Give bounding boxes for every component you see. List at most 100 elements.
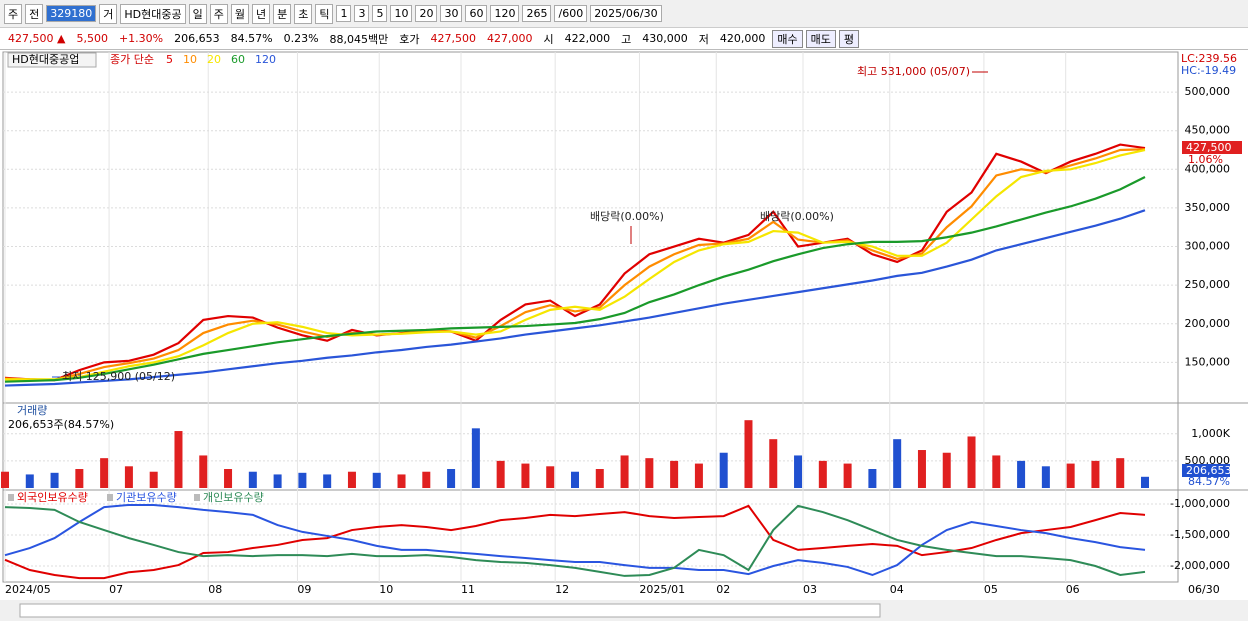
series-line — [4, 503, 1146, 577]
toolbar-item[interactable]: 20 — [415, 5, 438, 22]
panel-title: 거래량 — [17, 404, 47, 417]
volume-bar — [323, 474, 332, 488]
legend-entry: 5 — [166, 53, 173, 66]
toolbar-item[interactable]: /600 — [554, 5, 588, 22]
volume-bar — [149, 471, 158, 488]
toolbar-item[interactable]: 60 — [465, 5, 488, 22]
toolbar-item[interactable]: 329180 — [46, 5, 97, 22]
toolbar-item[interactable]: 주 — [4, 3, 23, 24]
volume-bar — [521, 463, 530, 488]
series-line — [4, 148, 1146, 381]
toolbar-item[interactable]: 427,000 — [487, 32, 533, 45]
toolbar-item[interactable]: 매수 — [772, 29, 803, 48]
volume-bar — [893, 439, 902, 488]
volume-bar — [843, 463, 852, 488]
last-change: 1.06% — [1188, 153, 1223, 166]
toolbar-item[interactable]: 0.23% — [283, 32, 319, 45]
last-value: 427,500 — [1186, 141, 1232, 154]
y-tick-label: 400,000 — [1185, 162, 1231, 175]
volume-bar — [273, 474, 282, 488]
toolbar-item[interactable]: 265 — [522, 5, 552, 22]
toolbar-item[interactable]: 주 — [209, 3, 228, 24]
legend-swatch — [194, 494, 200, 501]
toolbar-item[interactable]: 시 — [543, 32, 554, 46]
toolbar-item[interactable]: 저 — [698, 32, 709, 46]
volume-bar — [1, 471, 9, 488]
toolbar-item[interactable]: 일 — [188, 3, 207, 24]
volume-bar — [50, 472, 59, 488]
volume-bar — [1141, 476, 1149, 488]
volume-bar — [942, 452, 951, 488]
last-value: 206,653 — [1186, 464, 1232, 477]
toolbar-item[interactable]: 평 — [838, 29, 860, 48]
volume-bar — [471, 428, 480, 488]
x-tick-label: 09 — [297, 583, 311, 596]
toolbar-item[interactable]: 월 — [230, 3, 249, 24]
volume-bar — [1017, 460, 1026, 488]
scroll-thumb[interactable] — [19, 603, 881, 618]
legend-entry: 20 — [207, 53, 221, 66]
toolbar-item[interactable]: 5 — [372, 5, 388, 22]
legend-entry: 10 — [183, 53, 197, 66]
x-tick-label: 12 — [555, 583, 569, 596]
toolbar-item[interactable]: 5,500 — [76, 32, 108, 45]
toolbar-item[interactable]: 120 — [490, 5, 520, 22]
volume-bar — [397, 474, 406, 488]
y-tick-label: 450,000 — [1185, 124, 1231, 137]
volume-bar — [1066, 463, 1075, 488]
annotation: 배당락(0.00%) — [590, 210, 664, 223]
annotation: 최저 125,900 (05/12) — [62, 370, 175, 383]
toolbar-item[interactable]: 1 — [336, 5, 352, 22]
toolbar-item[interactable]: 거 — [99, 3, 118, 24]
toolbar-item[interactable]: 422,000 — [564, 32, 611, 45]
toolbar-item[interactable]: 초 — [294, 3, 313, 24]
toolbar-item[interactable]: 고 — [621, 32, 632, 46]
volume-bar — [124, 466, 133, 488]
toolbar-item[interactable]: 분 — [273, 3, 292, 24]
toolbar-item[interactable]: 206,653 — [174, 32, 220, 45]
legend-title: 종가 단순 — [110, 53, 154, 66]
toolbar-item[interactable]: 2025/06/30 — [590, 5, 662, 22]
toolbar-item[interactable]: 420,000 — [719, 32, 766, 45]
chart: 2024/05 07 08 09 10 11 12 2025/01 02 03 04 05 06 06/3… — [0, 51, 1248, 621]
y-tick-label: 150,000 — [1185, 355, 1231, 368]
toolbar-item[interactable]: 430,000 — [642, 32, 688, 45]
toolbar-item[interactable]: 30 — [440, 5, 463, 22]
toolbar-item[interactable]: 매도 — [805, 29, 836, 48]
y-tick-label: 200,000 — [1185, 317, 1231, 330]
toolbar-item[interactable]: HD현대중공 — [120, 3, 186, 24]
volume-bar — [595, 469, 604, 488]
volume-bar — [645, 458, 654, 488]
volume-bar — [719, 452, 728, 488]
toolbar-item[interactable]: 427,500 ▲ — [8, 32, 66, 45]
toolbar-item[interactable]: 88,045백만 — [329, 32, 389, 46]
toolbar-item[interactable]: 427,500 — [430, 32, 477, 45]
y-tick-label: -1,500,000 — [1170, 528, 1230, 541]
volume-bar — [917, 450, 926, 488]
series-line — [4, 176, 1146, 383]
volume-bar — [372, 472, 381, 488]
series-line — [4, 504, 1146, 577]
toolbar-item[interactable]: 전 — [25, 3, 44, 24]
volume-bar — [744, 420, 753, 488]
toolbar-item[interactable]: 틱 — [315, 3, 334, 24]
x-tick-label: 04 — [890, 583, 904, 596]
toolbar-item[interactable]: 호가 — [399, 32, 420, 46]
toolbar-item[interactable]: 84.57% — [230, 32, 273, 45]
volume-bar — [1041, 466, 1050, 488]
legend-entry: 외국인보유수량 — [17, 491, 88, 504]
quote-bar: 427,500 ▲ 5,500 +1.30% 206,653 84.57% 0.23% 88… — [0, 28, 1248, 50]
y-tick-label: 350,000 — [1185, 201, 1231, 214]
volume-bar — [298, 472, 307, 488]
toolbar-item[interactable]: +1.30% — [118, 32, 164, 45]
annotation: 최고 531,000 (05/07) — [857, 65, 970, 78]
legend-entry: 120 — [255, 53, 276, 66]
toolbar-item[interactable]: 3 — [354, 5, 370, 22]
legend-swatch — [107, 494, 113, 501]
toolbar-item[interactable]: 년 — [251, 3, 271, 24]
volume-bar — [199, 455, 208, 488]
toolbar-item[interactable]: 10 — [390, 5, 413, 22]
last-value-box — [1182, 141, 1242, 154]
y-tick-label: 300,000 — [1185, 240, 1231, 253]
